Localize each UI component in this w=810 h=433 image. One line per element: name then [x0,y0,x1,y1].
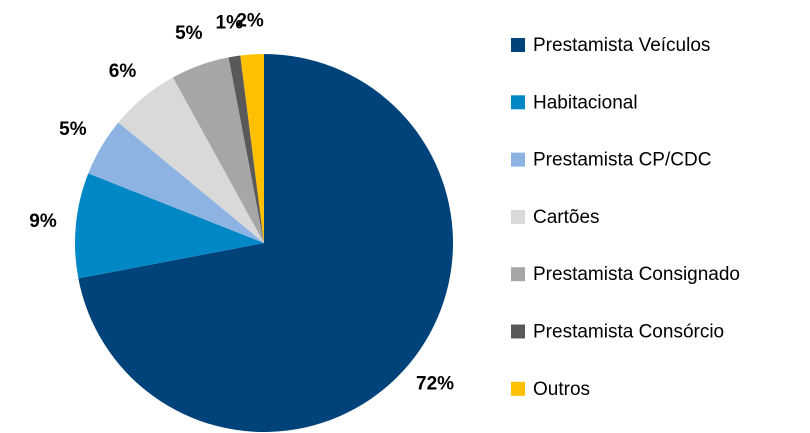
legend-swatch [511,267,525,282]
legend-swatch [511,209,525,224]
legend-swatch [511,38,525,52]
legend-label: Prestamista Veículos [533,35,710,56]
data-label: 6% [109,61,137,82]
data-label: 9% [29,211,57,232]
pie-slice [228,55,264,243]
legend-label: Habitacional [533,92,638,113]
pie-slice [78,54,453,432]
data-label: 5% [175,23,203,44]
data-label: 2% [236,10,264,31]
legend-label: Cartões [533,207,600,228]
legend-swatch [511,95,525,110]
legend-label: Prestamista CP/CDC [533,150,711,171]
data-label: 1% [216,13,244,34]
data-label: 5% [59,119,87,140]
legend-swatch [511,152,525,167]
legend-swatch [511,381,525,396]
pie-slice [240,54,264,243]
pie-slice [88,122,264,243]
legend-label: Outros [533,379,590,400]
legend-label: Prestamista Consignado [533,264,740,285]
data-label: 72% [416,374,454,395]
legend-label: Prestamista Consórcio [533,322,724,343]
legend-swatch [511,324,525,339]
pie-slice [74,173,264,279]
pie-slice [172,57,264,243]
pie-slice [118,77,265,243]
